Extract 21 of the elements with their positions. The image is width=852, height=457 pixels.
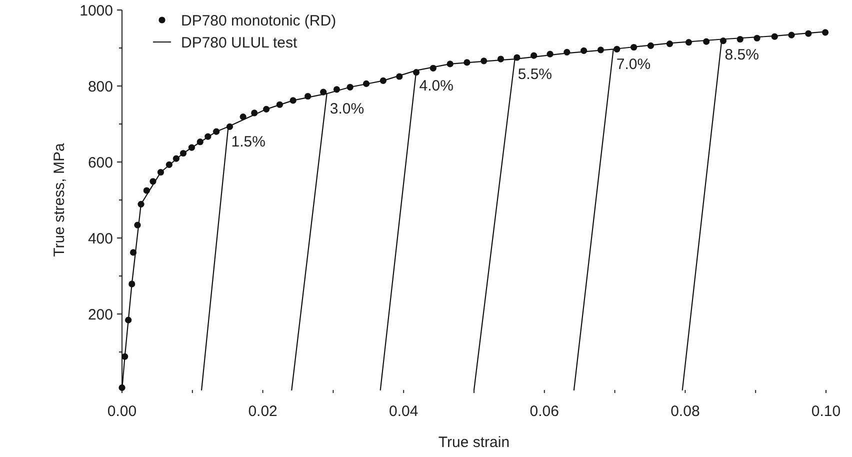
annotation: 7.0% [616,56,651,74]
y-tick-label: 400 [88,230,113,248]
y-tick-label: 1000 [80,2,113,20]
annotation: 3.0% [330,100,364,118]
x-tick-label: 0.06 [530,403,559,420]
x-tick-label: 0.04 [389,403,418,420]
y-tick-label: 200 [88,306,113,324]
annotation: 8.5% [724,46,760,64]
x-tick-label: 0.02 [248,403,278,420]
annotation: 5.5% [518,66,552,84]
legend-label: DP780 monotonic (RD) [181,12,336,30]
y-tick-label: 800 [88,78,113,96]
x-axis-title: True strain [438,434,510,451]
x-tick-label: 0.10 [811,403,841,420]
y-tick-label: 600 [88,154,113,172]
x-tick-label: 0.08 [670,403,700,420]
legend-label: DP780 ULUL test [181,34,298,52]
y-axis-title: True stress, MPa [51,142,68,257]
annotation: 4.0% [419,77,454,94]
x-tick-label: 0.00 [107,403,137,420]
annotation: 1.5% [231,134,266,151]
